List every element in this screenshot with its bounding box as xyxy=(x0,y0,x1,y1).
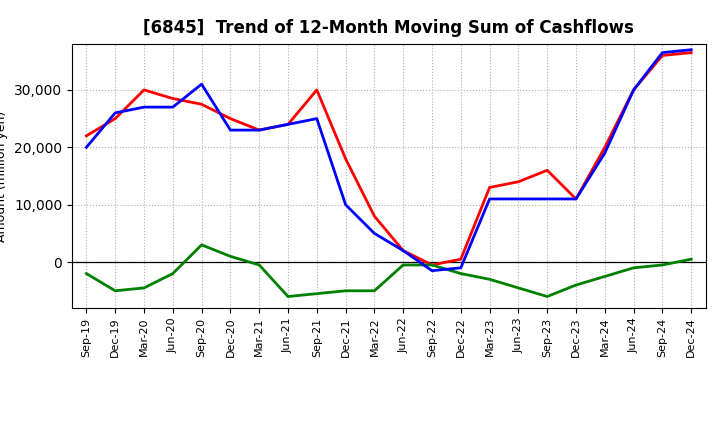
Free Cashflow xyxy=(658,50,667,55)
Line: Operating Cashflow: Operating Cashflow xyxy=(86,53,691,265)
Line: Free Cashflow: Free Cashflow xyxy=(86,50,691,271)
Investing Cashflow xyxy=(226,254,235,259)
Investing Cashflow xyxy=(600,274,609,279)
Operating Cashflow xyxy=(140,87,148,92)
Free Cashflow xyxy=(140,104,148,110)
Y-axis label: Amount (million yen): Amount (million yen) xyxy=(0,110,9,242)
Investing Cashflow xyxy=(658,262,667,268)
Free Cashflow xyxy=(197,81,206,87)
Operating Cashflow xyxy=(168,96,177,101)
Investing Cashflow xyxy=(428,262,436,268)
Investing Cashflow xyxy=(168,271,177,276)
Investing Cashflow xyxy=(399,262,408,268)
Operating Cashflow xyxy=(572,196,580,202)
Investing Cashflow xyxy=(370,288,379,293)
Operating Cashflow xyxy=(629,87,638,92)
Free Cashflow xyxy=(543,196,552,202)
Operating Cashflow xyxy=(284,122,292,127)
Operating Cashflow xyxy=(197,102,206,107)
Investing Cashflow xyxy=(485,277,494,282)
Free Cashflow xyxy=(428,268,436,273)
Operating Cashflow xyxy=(514,179,523,184)
Operating Cashflow xyxy=(312,87,321,92)
Free Cashflow xyxy=(370,231,379,236)
Free Cashflow xyxy=(255,128,264,133)
Investing Cashflow xyxy=(312,291,321,296)
Operating Cashflow xyxy=(399,248,408,253)
Free Cashflow xyxy=(629,87,638,92)
Investing Cashflow xyxy=(197,242,206,248)
Investing Cashflow xyxy=(82,271,91,276)
Investing Cashflow xyxy=(284,294,292,299)
Free Cashflow xyxy=(284,122,292,127)
Investing Cashflow xyxy=(543,294,552,299)
Title: [6845]  Trend of 12-Month Moving Sum of Cashflows: [6845] Trend of 12-Month Moving Sum of C… xyxy=(143,19,634,37)
Free Cashflow xyxy=(456,265,465,271)
Free Cashflow xyxy=(485,196,494,202)
Operating Cashflow xyxy=(428,262,436,268)
Free Cashflow xyxy=(572,196,580,202)
Free Cashflow xyxy=(600,150,609,156)
Operating Cashflow xyxy=(456,257,465,262)
Investing Cashflow xyxy=(341,288,350,293)
Free Cashflow xyxy=(312,116,321,121)
Line: Investing Cashflow: Investing Cashflow xyxy=(86,245,691,297)
Operating Cashflow xyxy=(111,116,120,121)
Operating Cashflow xyxy=(226,116,235,121)
Free Cashflow xyxy=(168,104,177,110)
Investing Cashflow xyxy=(514,285,523,290)
Free Cashflow xyxy=(399,248,408,253)
Operating Cashflow xyxy=(600,145,609,150)
Investing Cashflow xyxy=(572,282,580,288)
Free Cashflow xyxy=(111,110,120,116)
Investing Cashflow xyxy=(140,285,148,290)
Investing Cashflow xyxy=(687,257,696,262)
Operating Cashflow xyxy=(255,128,264,133)
Operating Cashflow xyxy=(341,156,350,161)
Operating Cashflow xyxy=(658,53,667,58)
Free Cashflow xyxy=(341,202,350,207)
Investing Cashflow xyxy=(111,288,120,293)
Free Cashflow xyxy=(226,128,235,133)
Investing Cashflow xyxy=(629,265,638,271)
Operating Cashflow xyxy=(485,185,494,190)
Free Cashflow xyxy=(82,145,91,150)
Investing Cashflow xyxy=(255,262,264,268)
Operating Cashflow xyxy=(543,168,552,173)
Investing Cashflow xyxy=(456,271,465,276)
Operating Cashflow xyxy=(370,213,379,219)
Free Cashflow xyxy=(514,196,523,202)
Operating Cashflow xyxy=(82,133,91,139)
Free Cashflow xyxy=(687,47,696,52)
Operating Cashflow xyxy=(687,50,696,55)
